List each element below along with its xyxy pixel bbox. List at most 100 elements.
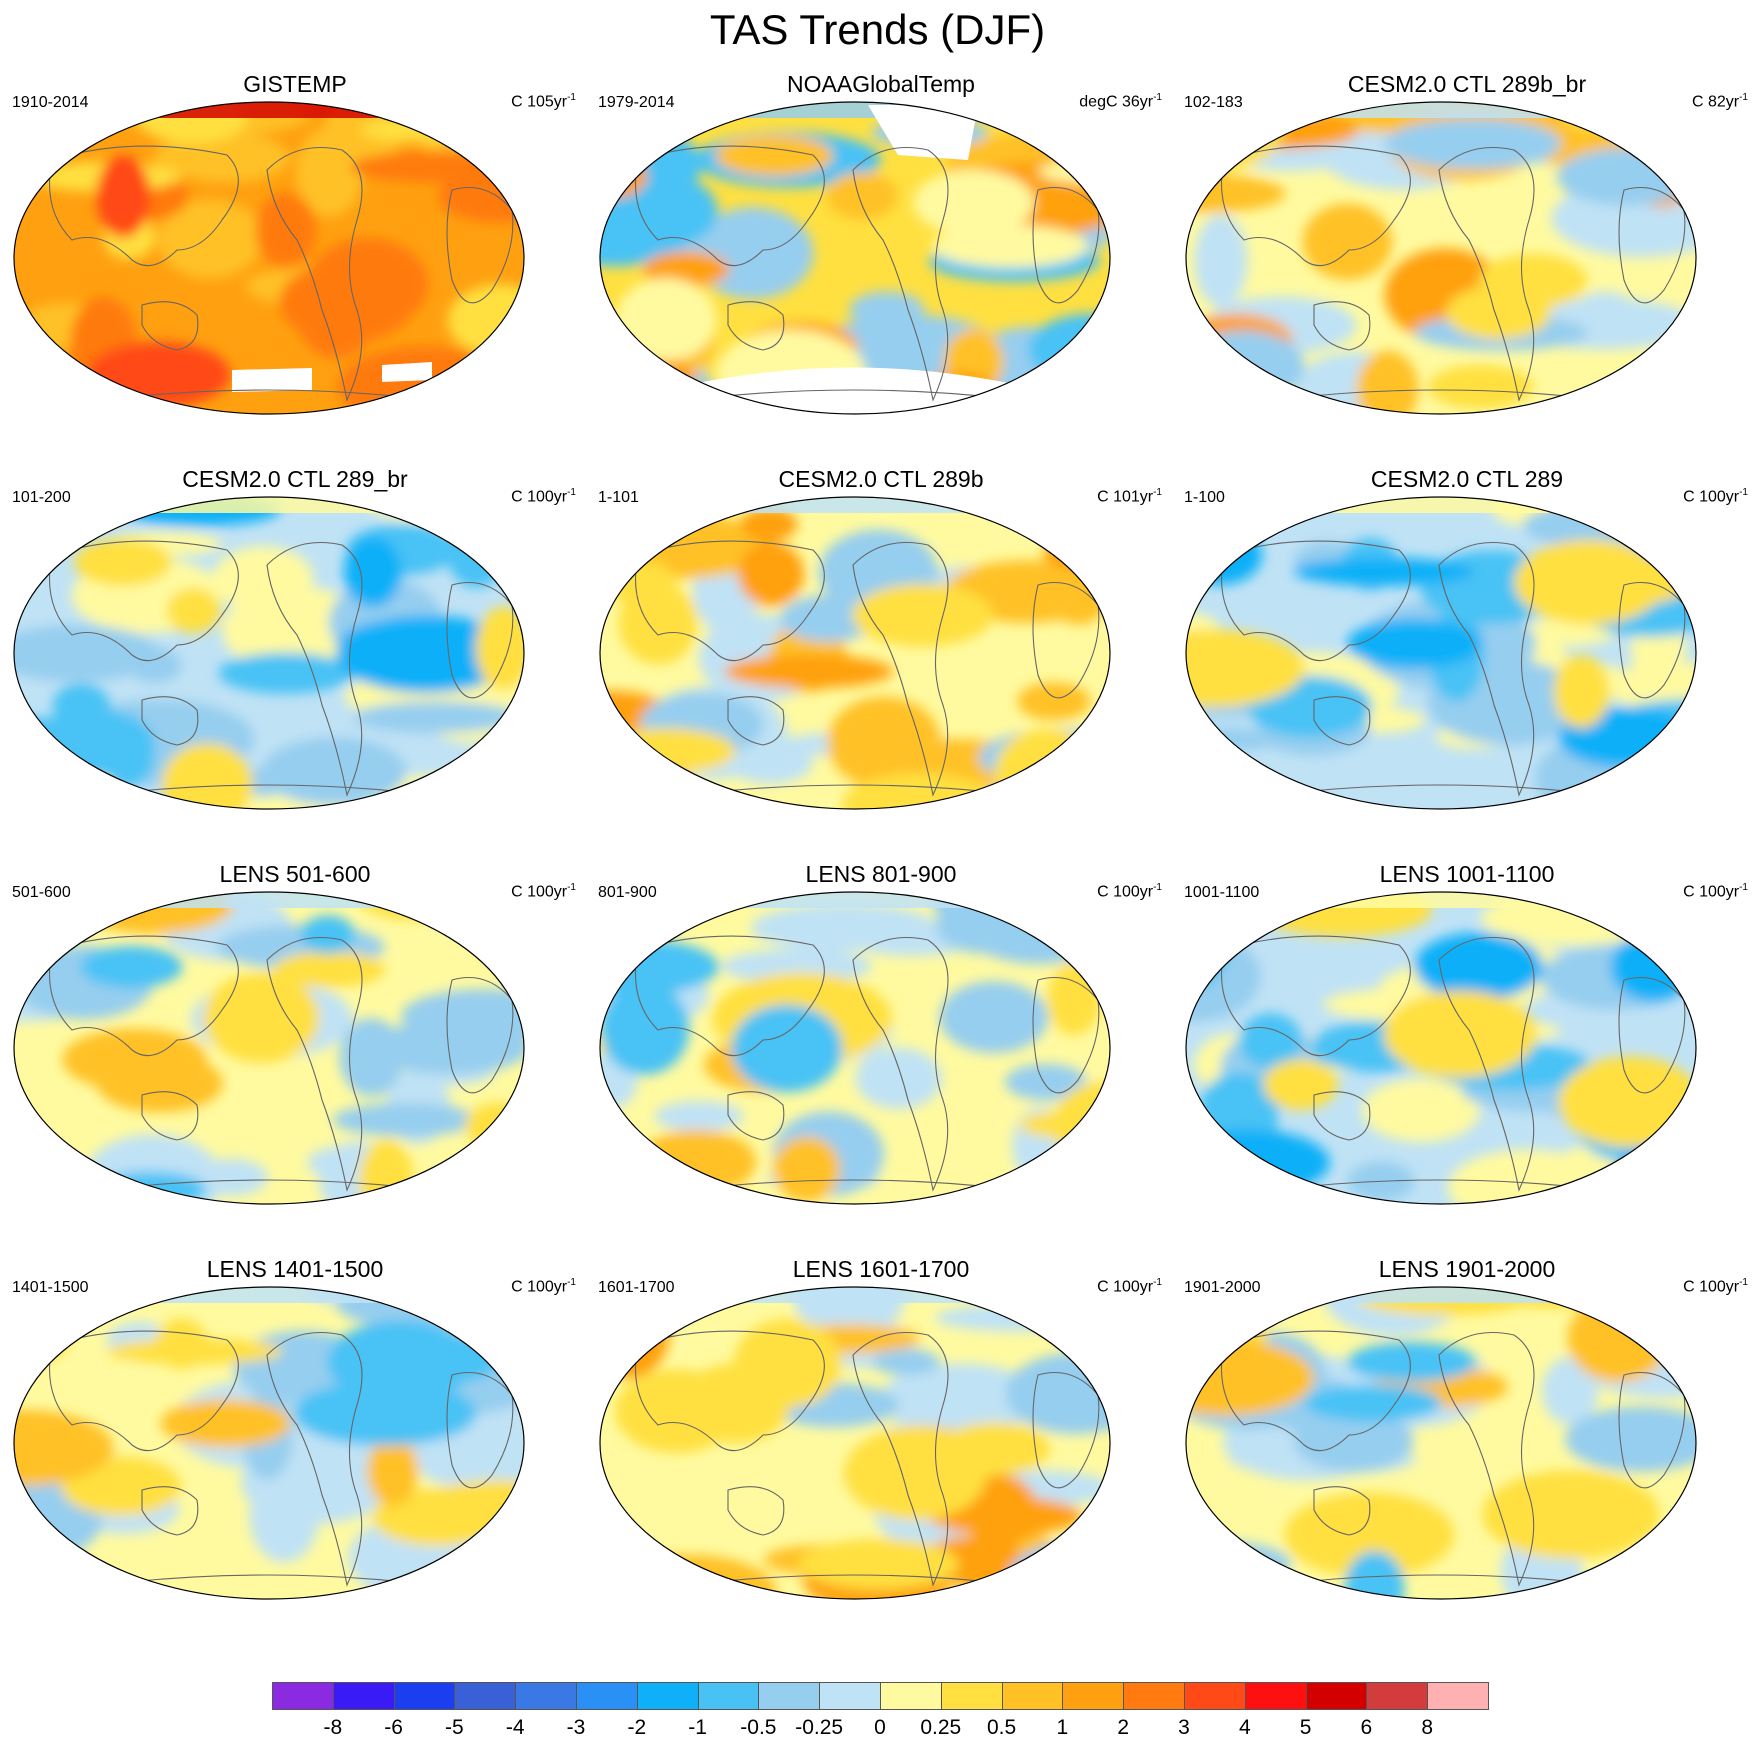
- arctic-band: [14, 892, 524, 908]
- trend-contour: [367, 1435, 419, 1507]
- trend-contour: [1383, 990, 1537, 1078]
- trend-contour: [352, 701, 521, 734]
- trend-contour: [1576, 291, 1635, 327]
- units-exponent: -1: [567, 487, 576, 498]
- panel-title: LENS 501-600: [219, 861, 371, 887]
- panel-period-label: 1979-2014: [598, 94, 675, 111]
- map-border: [599, 1286, 1111, 1600]
- panel-period-label: 1910-2014: [12, 94, 89, 111]
- coastline: [1438, 937, 1535, 1192]
- trend-contour: [737, 542, 804, 606]
- coastline: [446, 581, 514, 699]
- trend-contour: [262, 737, 407, 806]
- colorbar-swatch: [880, 1682, 942, 1710]
- trend-contour: [203, 972, 320, 1063]
- trend-contour: [14, 352, 86, 414]
- units-text: C 100yr: [511, 488, 568, 506]
- panel-title: LENS 1901-2000: [1378, 1256, 1556, 1282]
- world-map: [13, 891, 525, 1205]
- coastline: [1032, 1371, 1100, 1489]
- units-exponent: -1: [567, 1277, 576, 1288]
- trend-contour: [1482, 1470, 1660, 1559]
- trend-contour: [87, 342, 231, 408]
- map-panel: LENS 1401-1500 1401-1500 C 100yr-1: [2, 1255, 588, 1655]
- units-exponent: -1: [1153, 487, 1162, 498]
- trend-contour: [1658, 102, 1696, 155]
- colorbar-tick-label: 8: [1421, 1716, 1434, 1739]
- colorbar-tick-label: 2: [1117, 1716, 1130, 1739]
- trend-contour: [619, 1570, 699, 1599]
- trend-contour: [339, 1018, 404, 1097]
- colorbar-swatch: [1001, 1682, 1064, 1710]
- panel-title: CESM2.0 CTL 289b_br: [1347, 71, 1587, 97]
- trend-contour: [1051, 1287, 1110, 1318]
- trend-contour: [218, 652, 353, 694]
- coastline: [635, 935, 825, 1057]
- colorbar-tick-label: 3: [1178, 1716, 1190, 1739]
- units-text: C 100yr: [511, 1278, 568, 1296]
- trend-contour: [1361, 1078, 1480, 1143]
- trend-contour: [335, 615, 517, 694]
- trend-contour: [14, 383, 136, 411]
- map-panel: GISTEMP 1910-2014 C 105yr-1: [2, 70, 588, 470]
- panel-title: LENS 1601-1700: [792, 1256, 970, 1282]
- panel-title: LENS 1001-1100: [1379, 861, 1555, 887]
- trend-contour: [14, 102, 64, 127]
- colorbar-tick-label: -0.25: [795, 1716, 844, 1739]
- coastline: [141, 1091, 199, 1141]
- map-border: [1185, 1286, 1697, 1600]
- coastline: [49, 540, 239, 662]
- coastline: [1618, 581, 1686, 699]
- units-text: C 100yr: [1683, 488, 1740, 506]
- coastline: [446, 1371, 514, 1489]
- trend-contour: [1025, 379, 1110, 406]
- world-map: [1185, 1286, 1697, 1600]
- panel-period-label: 1601-1700: [598, 1279, 675, 1296]
- arctic-band: [600, 497, 1110, 513]
- trend-contour: [1344, 1551, 1405, 1599]
- trend-contour: [1557, 148, 1694, 206]
- trend-contour: [1304, 1384, 1442, 1422]
- trend-contour: [654, 1101, 744, 1132]
- trend-contour: [1263, 1059, 1338, 1110]
- colorbar-tick-label: 0.5: [986, 1716, 1017, 1739]
- coastline: [852, 147, 949, 402]
- arctic-band: [600, 1287, 1110, 1303]
- coastline: [266, 147, 363, 402]
- colorbar-swatch: [1366, 1682, 1429, 1710]
- coastline: [1618, 186, 1686, 304]
- coastline: [49, 1330, 239, 1452]
- coastline: [1618, 1371, 1686, 1489]
- trend-contour: [74, 538, 172, 587]
- coastline: [1221, 540, 1411, 662]
- trend-contour: [740, 507, 798, 542]
- trend-contour: [600, 982, 690, 1075]
- panel-period-label: 1001-1100: [1184, 884, 1260, 901]
- coastline: [635, 1330, 825, 1452]
- trend-contour: [934, 1304, 1108, 1332]
- trend-contour: [447, 524, 505, 588]
- colorbar-swatch: [1123, 1682, 1185, 1710]
- coastline: [727, 696, 785, 746]
- trend-contour: [603, 1287, 696, 1327]
- world-map: [1185, 496, 1697, 810]
- trend-contour: [301, 915, 355, 954]
- trend-contour: [372, 1488, 504, 1546]
- trend-contour: [80, 945, 183, 988]
- trend-contour: [1020, 1111, 1107, 1138]
- trend-contour: [994, 728, 1099, 809]
- map-border: [599, 101, 1111, 415]
- trend-contour: [931, 224, 1089, 268]
- trend-contour: [343, 536, 402, 608]
- map-panel: LENS 1001-1100 1001-1100 C 100yr-1: [1174, 860, 1755, 1260]
- trend-contour: [425, 901, 524, 931]
- trend-contour: [600, 102, 691, 150]
- colorbar-tick-label: 0.25: [920, 1716, 962, 1739]
- trend-contour: [1293, 557, 1475, 586]
- trend-contour: [731, 1004, 843, 1093]
- colorbar-swatch: [515, 1682, 577, 1710]
- trend-contour: [1293, 1411, 1414, 1472]
- arctic-band: [1186, 892, 1696, 908]
- trend-contour: [1610, 932, 1696, 1002]
- trend-contour: [1186, 175, 1286, 213]
